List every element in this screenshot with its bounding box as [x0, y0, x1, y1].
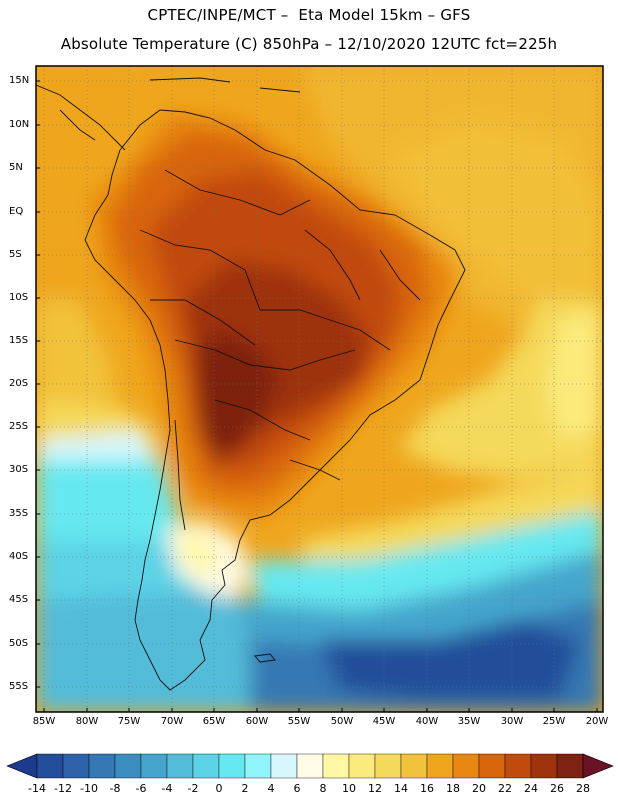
- lat-label: 15S: [9, 335, 29, 346]
- colorbar-tick-label: 28: [576, 782, 590, 795]
- lon-label: 45W: [372, 716, 396, 727]
- colorbar-swatch: [348, 753, 376, 779]
- colorbar-swatch: [530, 753, 558, 779]
- colorbar-upper-arrow: [582, 753, 614, 779]
- lat-label: 40S: [9, 551, 29, 562]
- lat-label: 35S: [9, 508, 29, 519]
- axis-ticks: [36, 80, 598, 712]
- coastlines: [36, 77, 466, 691]
- chart-title-line2: Absolute Temperature (C) 850hPa – 12/10/…: [60, 35, 558, 53]
- colorbar-tick-label: -2: [187, 782, 199, 795]
- colorbar-swatch: [400, 753, 428, 779]
- colorbar-tick-label: -14: [28, 782, 46, 795]
- colorbar-tick-label: 8: [319, 782, 327, 795]
- colorbar-swatch: [452, 753, 480, 779]
- colorbar-swatch: [478, 753, 506, 779]
- chart-title-line1: CPTEC/INPE/MCT – Eta Model 15km – GFS: [147, 6, 471, 24]
- colorbar-swatch: [114, 753, 142, 779]
- colorbar-swatch: [504, 753, 532, 779]
- colorbar-swatch: [426, 753, 454, 779]
- colorbar-tick-label: 10: [342, 782, 356, 795]
- lon-label: 70W: [160, 716, 184, 727]
- lat-label: 50S: [9, 638, 29, 649]
- temperature-field: [36, 66, 603, 712]
- lon-label: 60W: [245, 716, 269, 727]
- colorbar-tick-label: 0: [215, 782, 223, 795]
- colorbar-swatch: [374, 753, 402, 779]
- colorbar-tick-label: 24: [524, 782, 538, 795]
- lon-label: 40W: [415, 716, 439, 727]
- lat-label: 55S: [9, 681, 29, 692]
- colorbar-swatch: [322, 753, 350, 779]
- lat-label: EQ: [9, 206, 24, 217]
- lon-label: 75W: [117, 716, 141, 727]
- colorbar-tick-label: 6: [293, 782, 301, 795]
- lat-label: 45S: [9, 594, 29, 605]
- colorbar-tick-label: 12: [368, 782, 382, 795]
- colorbar: [6, 753, 614, 779]
- colorbar-tick-label: 16: [420, 782, 434, 795]
- colorbar-tick-label: 2: [241, 782, 249, 795]
- lon-label: 65W: [202, 716, 226, 727]
- colorbar-swatch: [62, 753, 90, 779]
- colorbar-swatch: [36, 753, 64, 779]
- lon-label: 20W: [585, 716, 609, 727]
- lat-label: 5N: [9, 162, 23, 173]
- colorbar-swatch: [140, 753, 168, 779]
- colorbar-swatch: [88, 753, 116, 779]
- lat-label: 5S: [9, 249, 22, 260]
- colorbar-swatch: [166, 753, 194, 779]
- lon-label: 55W: [287, 716, 311, 727]
- lon-label: 80W: [75, 716, 99, 727]
- colorbar-tick-label: -4: [161, 782, 173, 795]
- map-frame: [35, 65, 604, 713]
- lat-label: 20S: [9, 378, 29, 389]
- colorbar-tick-label: -10: [80, 782, 98, 795]
- colorbar-tick-label: -6: [135, 782, 147, 795]
- colorbar-tick-label: 18: [446, 782, 460, 795]
- colorbar-tick-label: -12: [54, 782, 72, 795]
- lon-label: 30W: [500, 716, 524, 727]
- colorbar-tick-label: 4: [267, 782, 275, 795]
- lon-label: 35W: [457, 716, 481, 727]
- colorbar-tick-label: 20: [472, 782, 486, 795]
- lat-label: 10N: [9, 119, 30, 130]
- colorbar-swatch: [556, 753, 584, 779]
- colorbar-swatch: [296, 753, 324, 779]
- lat-label: 10S: [9, 292, 29, 303]
- colorbar-lower-arrow: [6, 753, 38, 779]
- lon-label: 25W: [542, 716, 566, 727]
- lon-label: 85W: [32, 716, 56, 727]
- lat-label: 30S: [9, 464, 29, 475]
- colorbar-swatch: [270, 753, 298, 779]
- colorbar-swatch: [244, 753, 272, 779]
- lon-label: 50W: [330, 716, 354, 727]
- colorbar-swatch: [192, 753, 220, 779]
- lat-label: 15N: [9, 75, 30, 86]
- colorbar-tick-label: 22: [498, 782, 512, 795]
- colorbar-tick-label: 26: [550, 782, 564, 795]
- colorbar-tick-label: 14: [394, 782, 408, 795]
- lat-label: 25S: [9, 421, 29, 432]
- lat-lon-grid: [36, 66, 603, 712]
- colorbar-tick-label: -8: [109, 782, 121, 795]
- colorbar-swatch: [218, 753, 246, 779]
